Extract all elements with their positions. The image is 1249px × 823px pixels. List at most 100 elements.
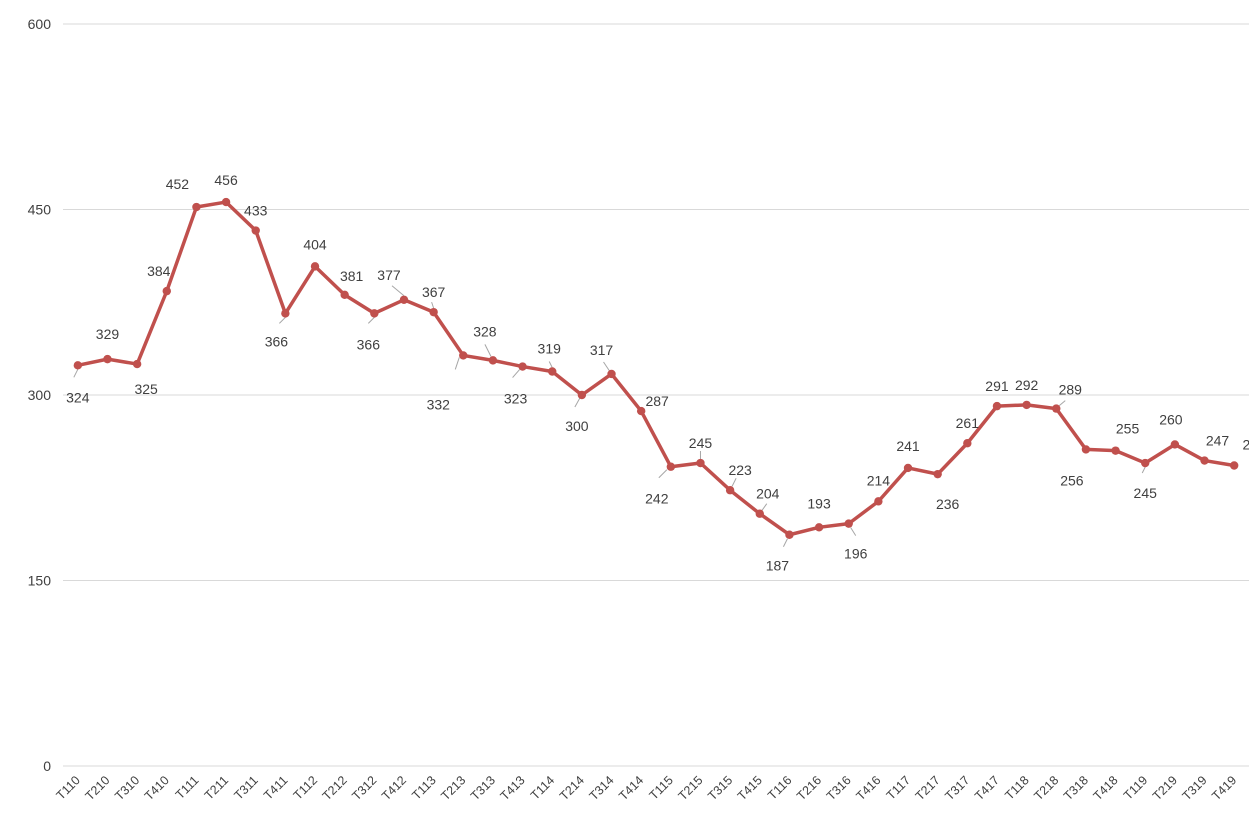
x-tick-label: T112: [291, 773, 320, 802]
x-tick-label: T214: [557, 773, 587, 803]
data-label: 325: [134, 381, 158, 397]
data-label: 247: [1206, 433, 1230, 449]
data-point: [340, 290, 349, 300]
label-leader-line: [731, 477, 737, 487]
data-point: [518, 362, 527, 371]
data-point: [488, 356, 498, 365]
x-tick-label: T115: [647, 773, 676, 802]
x-tick-label: T416: [853, 773, 883, 803]
data-point: [814, 523, 824, 532]
x-axis: T110 T210 T310 T410 T111 T211 T311 T411 T112 T212…: [54, 773, 1240, 803]
data-point: [696, 458, 705, 468]
y-tick-label: 300: [28, 387, 52, 403]
x-tick-label: T313: [468, 773, 498, 803]
data-label: 245: [1134, 485, 1158, 501]
data-point: [1081, 445, 1091, 454]
y-tick-label: 450: [28, 202, 52, 218]
data-label: 196: [844, 546, 868, 562]
data-point: [1052, 404, 1061, 413]
x-tick-label: T111: [173, 773, 202, 802]
series-line: [76, 200, 1236, 537]
data-label: 261: [956, 415, 980, 431]
label-leader-line: [1058, 400, 1066, 406]
data-point: [162, 286, 171, 296]
data-label: 255: [1116, 421, 1140, 437]
data-point: [429, 307, 438, 317]
label-leader-line: [279, 317, 286, 324]
data-label: 329: [96, 326, 120, 342]
x-tick-label: T411: [261, 773, 290, 802]
label-leader-line: [658, 469, 668, 479]
data-point: [933, 469, 942, 479]
data-point: [192, 202, 201, 212]
data-point: [903, 463, 913, 473]
data-point: [370, 309, 379, 318]
label-leader-line: [431, 301, 435, 309]
x-tick-label: T215: [676, 773, 706, 803]
data-label: 452: [166, 176, 190, 192]
data-label: 243: [1242, 436, 1249, 452]
x-tick-label: T310: [112, 773, 142, 803]
x-tick-label: T419: [1209, 773, 1239, 803]
data-point: [251, 226, 260, 235]
data-label: 236: [936, 496, 960, 512]
label-leader-line: [484, 344, 492, 357]
data-point: [844, 519, 853, 528]
label-leader-line: [782, 538, 788, 547]
y-tick-label: 0: [43, 758, 51, 774]
data-label: 193: [807, 495, 831, 511]
data-label: 289: [1059, 382, 1083, 398]
data-label: 291: [985, 378, 1009, 394]
data-point: [725, 486, 735, 495]
data-label: 332: [427, 396, 451, 412]
data-label: 433: [244, 203, 268, 219]
data-label: 287: [645, 393, 669, 409]
data-label: 187: [766, 558, 790, 574]
data-point: [992, 401, 1002, 411]
data-point: [459, 351, 468, 360]
x-tick-label: T415: [735, 773, 765, 803]
data-label: 366: [357, 336, 381, 352]
data-point: [281, 309, 290, 318]
x-tick-label: T212: [320, 773, 350, 803]
data-label: 377: [377, 267, 401, 283]
data-label: 256: [1060, 472, 1084, 488]
data-label: 366: [265, 333, 289, 349]
data-point: [1170, 440, 1180, 449]
data-point: [1111, 446, 1120, 455]
data-label: 324: [66, 389, 90, 405]
label-leader-line: [1141, 466, 1146, 474]
data-label: 323: [504, 391, 528, 407]
data-point: [607, 369, 616, 379]
label-leader-line: [391, 285, 405, 297]
x-tick-label: T317: [942, 773, 972, 803]
data-label: 292: [1015, 377, 1039, 393]
data-label: 204: [756, 486, 780, 502]
gridlines: [63, 23, 1249, 767]
label-leader-line: [73, 369, 79, 378]
x-tick-label: T410: [142, 773, 172, 803]
x-tick-label: T315: [705, 773, 735, 803]
data-label: 319: [538, 341, 562, 357]
data-point: [1141, 458, 1150, 468]
y-tick-label: 600: [28, 16, 52, 32]
label-leader-lines: [73, 285, 1146, 547]
x-tick-label: T412: [379, 773, 409, 803]
label-leader-line: [512, 369, 520, 378]
data-point: [577, 390, 587, 400]
data-point: [963, 439, 972, 448]
label-leader-line: [850, 527, 857, 536]
x-tick-label: T113: [409, 773, 438, 802]
x-tick-label: T216: [794, 773, 824, 803]
data-point: [221, 197, 231, 207]
x-tick-label: T114: [528, 773, 557, 802]
x-tick-label: T316: [824, 773, 854, 803]
x-tick-label: T413: [498, 773, 528, 803]
data-point: [755, 509, 764, 518]
x-tick-label: T217: [913, 773, 943, 803]
x-tick-label: T211: [202, 773, 231, 802]
x-tick-label: T110: [54, 773, 83, 802]
data-point: [785, 530, 794, 539]
data-label: 214: [867, 472, 891, 488]
